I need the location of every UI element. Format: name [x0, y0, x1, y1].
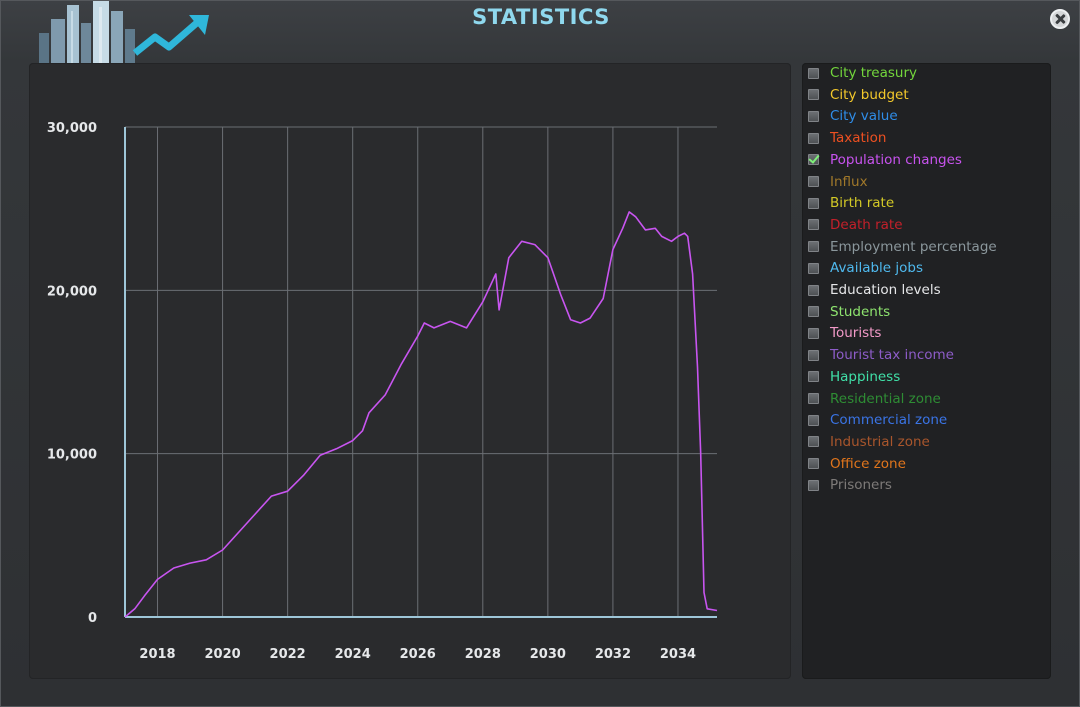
legend-label: City treasury	[830, 65, 918, 81]
y-tick-label: 10,000	[47, 448, 97, 463]
legend-item-happiness[interactable]: Happiness	[808, 367, 1046, 387]
legend-label: Tourist tax income	[830, 347, 954, 364]
legend-label: Tourists	[830, 325, 882, 342]
legend-checkbox[interactable]	[808, 458, 819, 470]
legend-item-students[interactable]: Students	[808, 302, 1046, 322]
x-tick-label: 2026	[400, 647, 436, 662]
x-tick-label: 2034	[660, 647, 696, 662]
legend-checkbox[interactable]	[808, 393, 819, 404]
legend-item-employment-percentage[interactable]: Employment percentage	[808, 237, 1046, 257]
legend-checkbox[interactable]	[808, 371, 819, 383]
statistics-logo-icon	[39, 1, 209, 71]
legend-checkbox[interactable]	[808, 89, 819, 101]
legend-checkbox[interactable]	[808, 349, 819, 361]
legend-item-residential-zone[interactable]: Residential zone	[808, 389, 1046, 409]
chart-panel: 0 10,000 20,000 30,000 2018 2020 2022 2024 2026 2…	[29, 63, 791, 679]
y-tick-label: 0	[88, 611, 97, 626]
legend-label: Population changes	[830, 151, 962, 168]
y-tick-label: 30,000	[47, 121, 97, 136]
legend-checkbox[interactable]	[808, 479, 819, 491]
legend-checkbox[interactable]	[808, 197, 819, 209]
legend-label: Death rate	[830, 216, 903, 233]
legend-item-prisoners[interactable]: Prisoners	[808, 475, 1046, 495]
legend-panel: City treasury City budget City value Taxati…	[802, 63, 1051, 679]
x-tick-label: 2030	[530, 647, 566, 662]
x-tick-label: 2018	[139, 647, 175, 662]
x-tick-label: 2024	[335, 647, 371, 662]
legend-checkbox[interactable]	[808, 306, 819, 318]
population-chart: 0 10,000 20,000 30,000 2018 2020 2022 2024 2026 2…	[47, 121, 718, 662]
legend-checkbox[interactable]	[808, 262, 819, 274]
legend-item-death-rate[interactable]: Death rate	[808, 215, 1046, 235]
legend-label: Education levels	[830, 282, 941, 298]
legend-checkbox[interactable]	[808, 219, 819, 231]
page-title: STATISTICS	[472, 5, 610, 29]
legend-label: Office zone	[830, 455, 906, 472]
legend-item-taxation[interactable]: Taxation	[808, 128, 1046, 148]
legend-item-education-levels[interactable]: Education levels	[808, 280, 1046, 300]
x-tick-label: 2032	[595, 647, 631, 662]
legend-label: Employment percentage	[830, 238, 997, 255]
x-tick-label: 2022	[270, 647, 306, 662]
legend-checkbox[interactable]	[808, 327, 819, 339]
legend-item-city-budget[interactable]: City budget	[808, 85, 1046, 105]
legend-item-tourists[interactable]: Tourists	[808, 323, 1046, 343]
legend-label: City budget	[830, 86, 909, 103]
legend-label: Industrial zone	[830, 433, 930, 450]
x-tick-label: 2020	[204, 647, 240, 662]
legend-label: Taxation	[830, 130, 887, 147]
legend-item-influx[interactable]: Influx	[808, 172, 1046, 192]
legend-label: Birth rate	[830, 195, 895, 212]
y-tick-label: 20,000	[47, 284, 97, 299]
legend-label: Students	[830, 303, 891, 320]
legend-item-industrial-zone[interactable]: Industrial zone	[808, 432, 1046, 452]
legend-item-city-value[interactable]: City value	[808, 106, 1046, 126]
legend-label: Happiness	[830, 368, 901, 385]
legend-checkbox[interactable]	[808, 110, 819, 122]
legend-item-available-jobs[interactable]: Available jobs	[808, 258, 1046, 278]
legend-label: Prisoners	[830, 477, 892, 494]
legend-item-city-treasury[interactable]: City treasury	[808, 63, 1046, 83]
legend-checkbox[interactable]	[808, 132, 819, 144]
x-tick-label: 2028	[465, 647, 501, 662]
legend-checkbox[interactable]	[808, 67, 819, 79]
series-line-population-changes	[124, 211, 718, 618]
legend-item-birth-rate[interactable]: Birth rate	[808, 193, 1046, 213]
legend-item-office-zone[interactable]: Office zone	[808, 454, 1046, 474]
legend-label: Commercial zone	[830, 412, 948, 429]
legend-item-tourist-tax-income[interactable]: Tourist tax income	[808, 345, 1046, 365]
legend-label: Influx	[830, 173, 868, 190]
legend-checkbox[interactable]	[808, 154, 819, 166]
legend-checkbox[interactable]	[808, 414, 819, 426]
legend-checkbox[interactable]	[808, 241, 819, 253]
legend-checkbox[interactable]	[808, 284, 819, 296]
close-button[interactable]	[1050, 9, 1070, 29]
legend-item-commercial-zone[interactable]: Commercial zone	[808, 410, 1046, 430]
legend-item-population-changes[interactable]: Population changes	[808, 150, 1046, 170]
legend-label: Available jobs	[830, 260, 924, 277]
legend-checkbox[interactable]	[808, 176, 819, 187]
legend-label: City value	[830, 108, 898, 125]
legend-checkbox[interactable]	[808, 436, 819, 448]
legend-label: Residential zone	[830, 390, 941, 407]
